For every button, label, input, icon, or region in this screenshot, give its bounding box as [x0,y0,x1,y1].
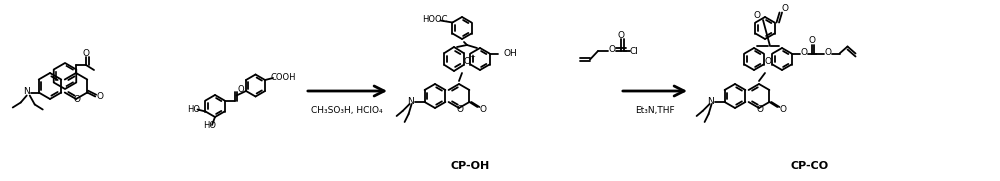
Text: Et₃N,THF: Et₃N,THF [635,106,675,115]
Text: OH: OH [504,49,517,58]
Text: HOOC: HOOC [422,15,447,24]
Text: O: O [456,104,464,113]
Text: O: O [608,45,616,54]
Text: O: O [781,4,788,13]
Text: COOH: COOH [270,73,296,81]
Text: O: O [800,48,807,57]
Text: N: N [707,96,714,106]
Text: O: O [480,104,487,113]
Text: HO: HO [187,105,200,114]
Text: O: O [765,56,772,66]
Text: O: O [754,10,761,20]
Text: N: N [23,87,30,96]
Text: O: O [464,56,471,66]
Text: N: N [407,96,414,106]
Text: O: O [82,49,90,58]
Text: Cl: Cl [630,47,639,56]
Text: O: O [237,85,244,94]
Text: HO: HO [204,121,216,129]
Text: CP-OH: CP-OH [450,161,490,171]
Text: O: O [757,104,764,113]
Text: O: O [780,104,787,113]
Text: CH₃SO₃H, HClO₄: CH₃SO₃H, HClO₄ [311,106,383,115]
Text: O: O [74,94,80,104]
Text: O: O [618,31,624,39]
Text: +: + [469,54,475,60]
Text: O: O [808,36,815,45]
Text: CP-CO: CP-CO [791,161,829,171]
Text: O: O [824,48,831,57]
Text: O: O [97,92,104,101]
